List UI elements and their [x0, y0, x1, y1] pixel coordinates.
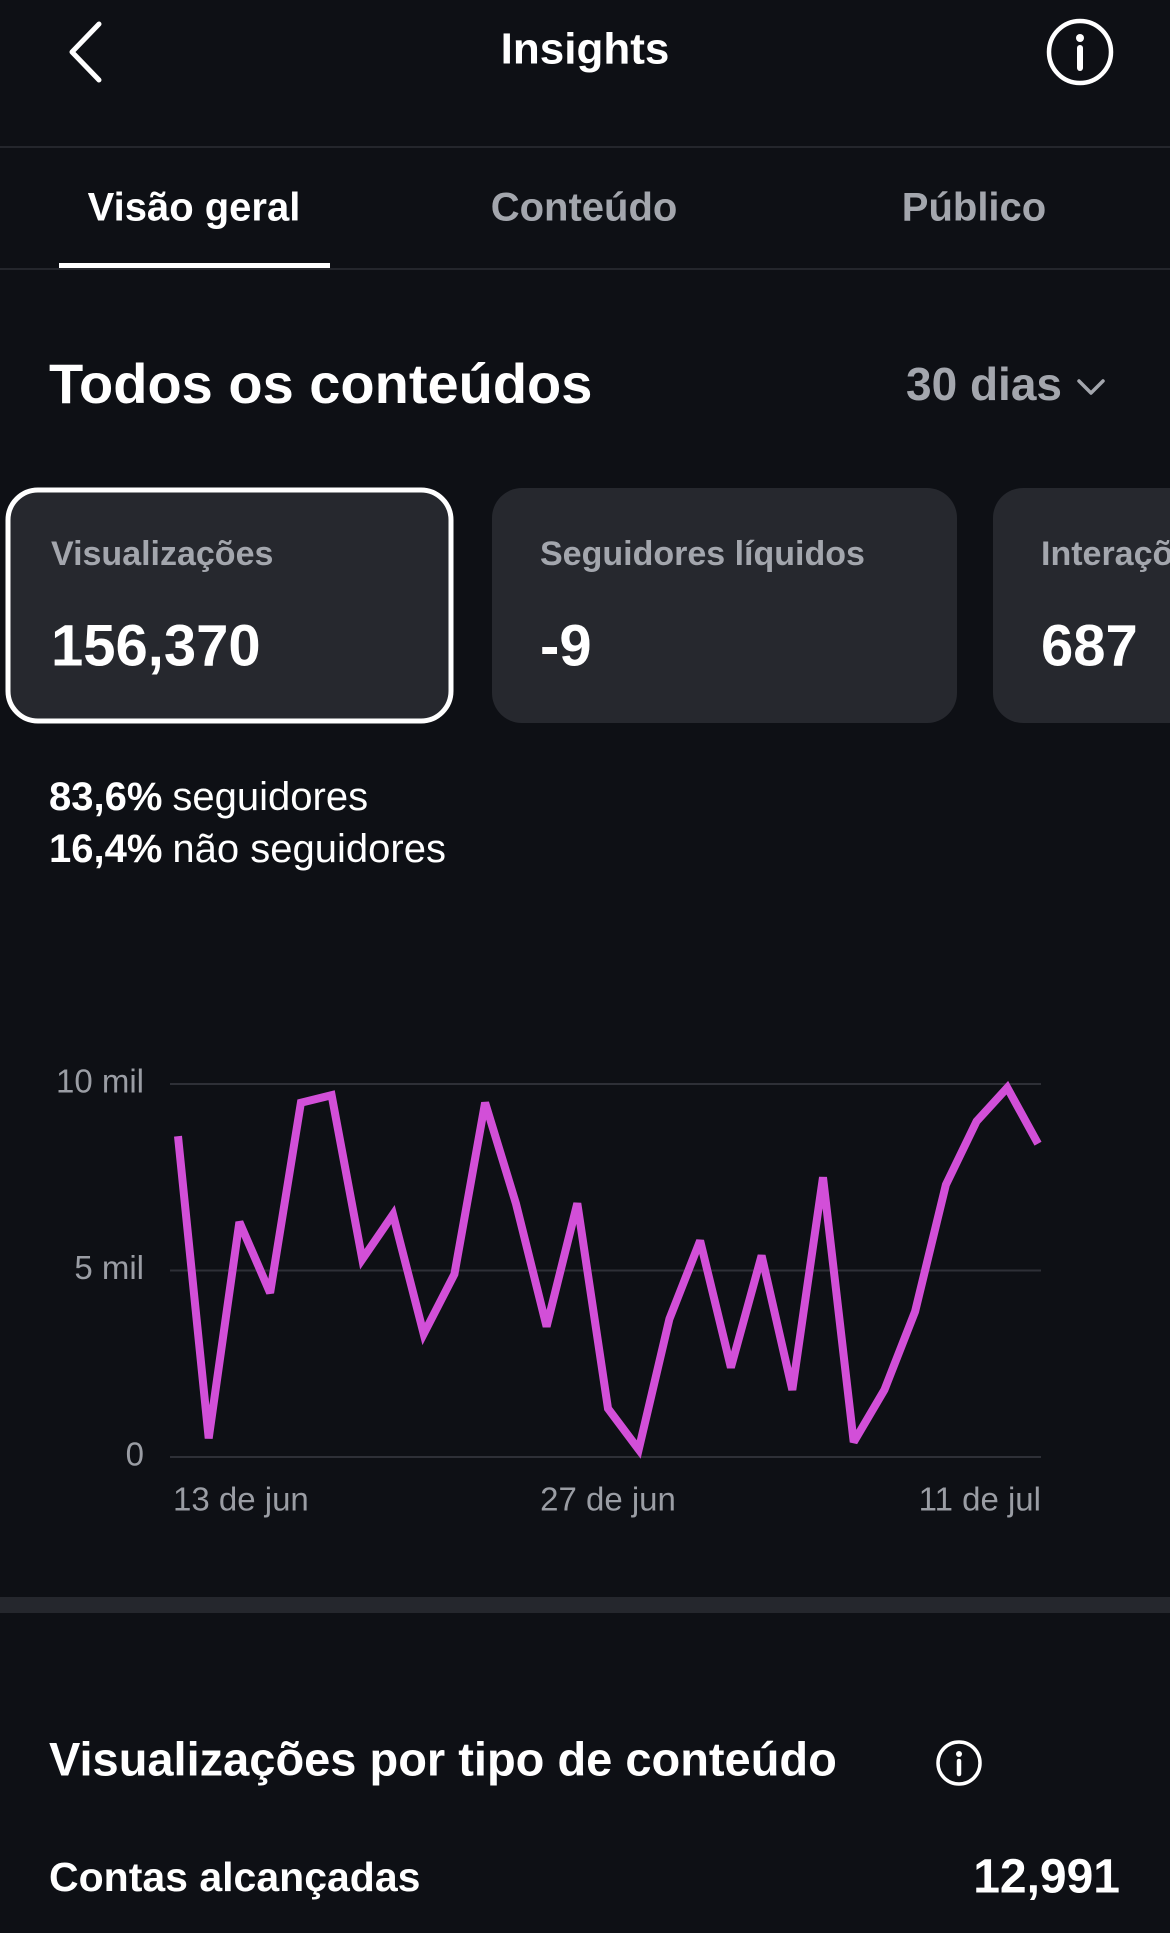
- y-tick-label: 5 mil: [74, 1249, 144, 1286]
- info-button[interactable]: [1046, 18, 1114, 86]
- stat-label: Contas alcançadas: [49, 1854, 420, 1900]
- section-separator: [0, 1597, 1170, 1613]
- metric-value: -9: [540, 613, 592, 678]
- section-title: Todos os conteúdos: [49, 352, 592, 415]
- tab[interactable]: Conteúdo: [491, 186, 678, 230]
- metric-card[interactable]: Seguidores líquidos -9: [492, 488, 957, 723]
- breakdown-info-button[interactable]: [936, 1740, 982, 1786]
- metric-card[interactable]: Visualizações 156,370: [5, 487, 454, 724]
- breakdown-title: Visualizações por tipo de conteúdo: [49, 1732, 837, 1785]
- views-line: [174, 1080, 1042, 1459]
- x-tick-label: 27 de jun: [540, 1481, 676, 1518]
- audience-percent: 16,4%: [49, 827, 162, 871]
- metric-label: Seguidores líquidos: [540, 535, 865, 573]
- x-tick-label: 11 de jul: [919, 1481, 1041, 1518]
- tab[interactable]: Visão geral: [88, 186, 301, 230]
- metric-card[interactable]: Interações 687: [993, 488, 1170, 723]
- header-title: Insights: [501, 25, 670, 74]
- views-chart: 0 5 mil 10 mil 13 de jun 27 de jun 11 de jul: [56, 1063, 1042, 1518]
- x-tick-label: 13 de jun: [173, 1481, 309, 1518]
- back-button[interactable]: [69, 21, 102, 83]
- tab[interactable]: Público: [902, 186, 1046, 230]
- audience-line: 16,4% não seguidores: [49, 827, 446, 871]
- audience-percent: 83,6%: [49, 775, 162, 819]
- metric-value: 687: [1041, 613, 1138, 678]
- divider: [0, 268, 1170, 270]
- y-tick-label: 10 mil: [56, 1063, 144, 1100]
- metric-label: Interações: [1041, 535, 1170, 573]
- audience-label: não seguidores: [172, 827, 446, 871]
- audience-label: seguidores: [172, 775, 368, 819]
- y-tick-label: 0: [126, 1436, 144, 1473]
- divider: [0, 146, 1170, 148]
- stat-value: 12,991: [973, 1851, 1120, 1904]
- period-label: 30 dias: [906, 358, 1062, 410]
- audience-line: 83,6% seguidores: [49, 775, 368, 819]
- metric-label: Visualizações: [51, 535, 273, 573]
- metric-value: 156,370: [51, 613, 261, 678]
- tab-indicator: [59, 263, 330, 268]
- period-selector[interactable]: 30 dias: [906, 358, 1105, 410]
